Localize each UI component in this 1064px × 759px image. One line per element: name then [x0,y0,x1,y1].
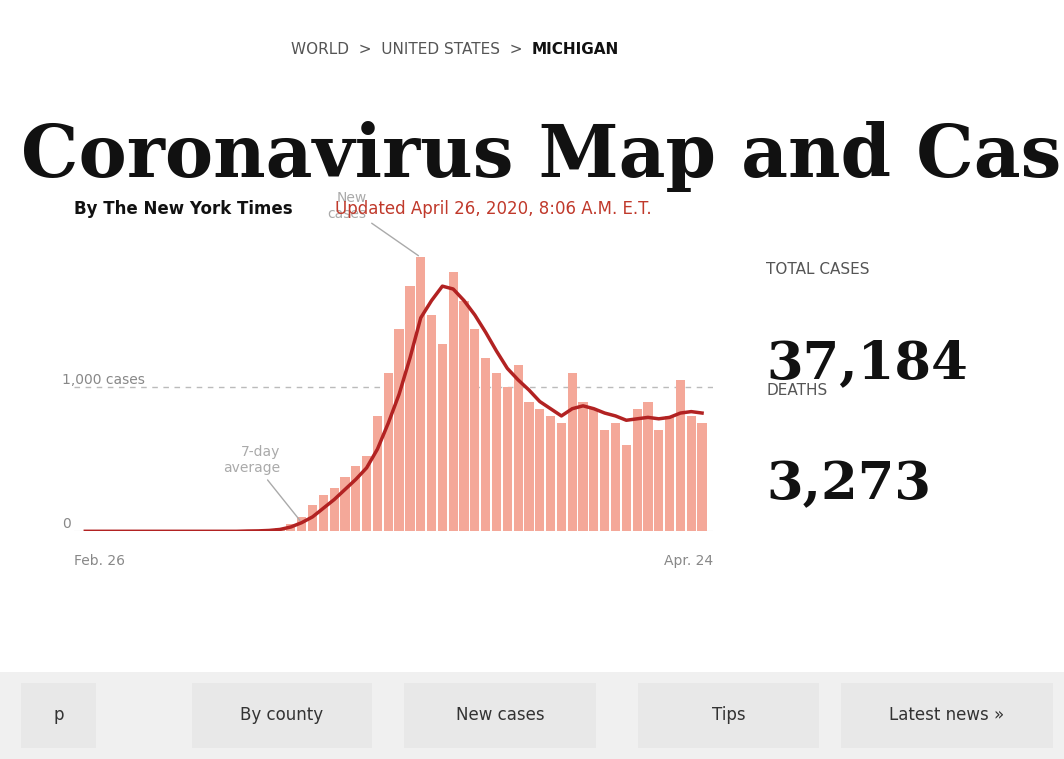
Bar [665,416,675,531]
Text: WORLD  >  UNITED STATES  >: WORLD > UNITED STATES > [290,42,532,57]
Bar [525,402,533,531]
Bar [460,301,468,531]
Text: Latest news »: Latest news » [890,707,1004,724]
Bar [265,530,273,531]
Bar [502,387,512,531]
Bar [405,286,415,531]
Bar [492,373,501,531]
Text: Feb. 26: Feb. 26 [74,554,126,568]
Bar [395,329,403,531]
Bar [621,445,631,531]
Bar [600,430,610,531]
Bar [319,495,328,531]
Bar [556,424,566,531]
Bar [567,373,577,531]
Bar [698,424,706,531]
Bar [362,456,371,531]
Bar [243,530,252,531]
Bar [579,402,587,531]
Text: Coronavirus Map and Case: Coronavirus Map and Case [21,121,1064,193]
Bar [632,408,642,531]
Text: 1,000 cases: 1,000 cases [62,373,145,387]
Bar [611,424,620,531]
Text: DEATHS: DEATHS [766,383,828,398]
Text: Updated April 26, 2020, 8:06 A.M. E.T.: Updated April 26, 2020, 8:06 A.M. E.T. [335,200,652,218]
Bar [427,315,436,531]
Bar [437,344,447,531]
Bar [307,505,317,531]
Bar [535,408,545,531]
Bar [276,528,285,531]
Bar [470,329,480,531]
Text: By county: By county [240,707,323,724]
Bar [449,272,458,531]
Bar [372,416,382,531]
Bar [644,402,652,531]
Bar [330,488,338,531]
Text: MICHIGAN: MICHIGAN [532,42,619,57]
Text: 3,273: 3,273 [766,459,931,510]
Bar [654,430,663,531]
Bar [481,358,491,531]
Bar [286,524,296,531]
Text: 0: 0 [62,518,70,531]
Text: By The New York Times: By The New York Times [74,200,293,218]
Bar [514,366,522,531]
Bar [351,466,361,531]
Text: 7-day
average: 7-day average [223,445,300,521]
Bar [340,477,350,531]
Bar [686,416,696,531]
Text: 37,184: 37,184 [766,338,968,389]
Bar [416,257,426,531]
Text: New
cases: New cases [328,191,418,256]
Bar [676,380,685,531]
Text: TOTAL CASES: TOTAL CASES [766,262,869,277]
Text: p: p [53,707,64,724]
Bar [546,416,555,531]
Text: New cases: New cases [455,707,545,724]
Bar [384,373,393,531]
Bar [297,517,306,531]
Text: Apr. 24: Apr. 24 [664,554,713,568]
Bar [589,408,598,531]
Text: Tips: Tips [712,707,746,724]
